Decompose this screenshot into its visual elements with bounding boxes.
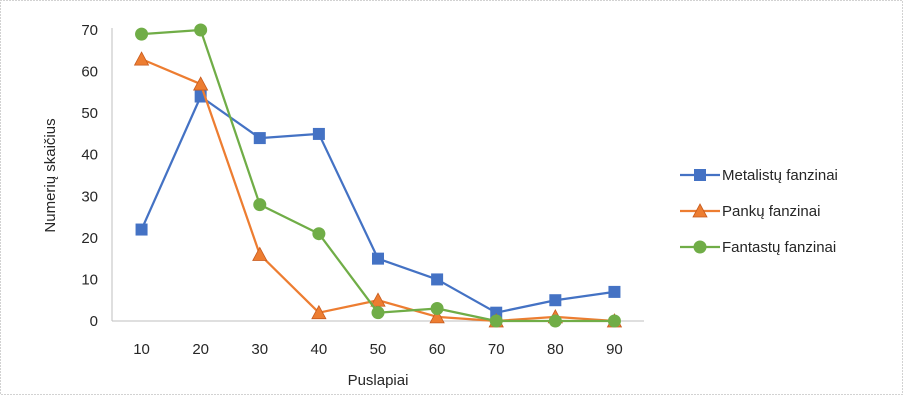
data-point-circle xyxy=(194,23,208,37)
x-axis-title: Puslapiai xyxy=(348,372,409,389)
data-point-circle xyxy=(312,227,326,241)
x-tick-label: 10 xyxy=(133,341,150,358)
y-tick-label: 70 xyxy=(81,22,98,39)
data-point-circle xyxy=(135,27,149,41)
legend-marker-triangle xyxy=(692,203,708,218)
series-line-2 xyxy=(141,58,615,323)
y-tick-label: 0 xyxy=(90,313,98,330)
data-point-square xyxy=(608,285,621,298)
data-point-square xyxy=(549,294,562,307)
data-point-square xyxy=(135,223,148,236)
x-tick-label: 30 xyxy=(251,341,268,358)
data-point-triangle xyxy=(429,308,445,324)
y-tick-label: 30 xyxy=(81,188,98,205)
y-tick-labels: 0 10 20 30 40 50 60 70 xyxy=(81,22,98,330)
legend-label: Fantastų fanzinai xyxy=(722,239,836,256)
y-tick-label: 50 xyxy=(81,105,98,122)
legend-label: Metalistų fanzinai xyxy=(722,167,838,184)
data-point-square xyxy=(253,132,266,145)
data-point-circle xyxy=(607,314,621,328)
data-point-triangle xyxy=(192,76,209,91)
axes xyxy=(111,28,644,322)
legend: Metalistų fanzinai Pankų fanzinai Fantastų… xyxy=(680,167,838,256)
x-tick-label: 80 xyxy=(547,341,564,358)
data-point-triangle xyxy=(252,246,268,261)
x-tick-label: 50 xyxy=(370,341,387,358)
y-tick-label: 10 xyxy=(81,271,98,288)
series-layer xyxy=(133,23,623,328)
legend-marker-circle xyxy=(693,240,707,254)
data-point-triangle xyxy=(311,304,327,320)
x-tick-label: 60 xyxy=(429,341,446,358)
series-1 xyxy=(135,90,621,319)
x-tick-labels: 10 20 30 40 50 60 70 80 90 xyxy=(133,341,623,358)
series-3 xyxy=(135,23,621,328)
x-tick-label: 40 xyxy=(311,341,328,358)
data-point-square xyxy=(431,273,444,286)
legend-item: Metalistų fanzinai xyxy=(680,167,838,184)
data-point-circle xyxy=(253,198,267,212)
legend-label: Pankų fanzinai xyxy=(722,203,820,220)
data-point-circle xyxy=(430,302,444,316)
y-tick-label: 20 xyxy=(81,230,98,247)
series-line-1 xyxy=(140,95,615,314)
data-point-circle xyxy=(548,314,562,328)
x-tick-label: 90 xyxy=(606,341,623,358)
y-tick-label: 40 xyxy=(81,147,98,164)
data-point-square xyxy=(312,127,325,140)
data-point-triangle xyxy=(133,51,150,66)
series-2 xyxy=(133,51,623,328)
data-point-circle xyxy=(371,306,385,320)
data-point-circle xyxy=(489,314,503,328)
series-line-3 xyxy=(141,28,615,323)
legend-item: Pankų fanzinai xyxy=(680,203,820,220)
legend-item: Fantastų fanzinai xyxy=(680,239,836,256)
x-tick-label: 20 xyxy=(192,341,209,358)
x-tick-label: 70 xyxy=(488,341,505,358)
data-point-square xyxy=(372,252,384,265)
y-axis-title: Numerių skaičius xyxy=(42,118,59,232)
y-tick-label: 60 xyxy=(81,64,98,81)
legend-marker-square xyxy=(694,169,706,181)
